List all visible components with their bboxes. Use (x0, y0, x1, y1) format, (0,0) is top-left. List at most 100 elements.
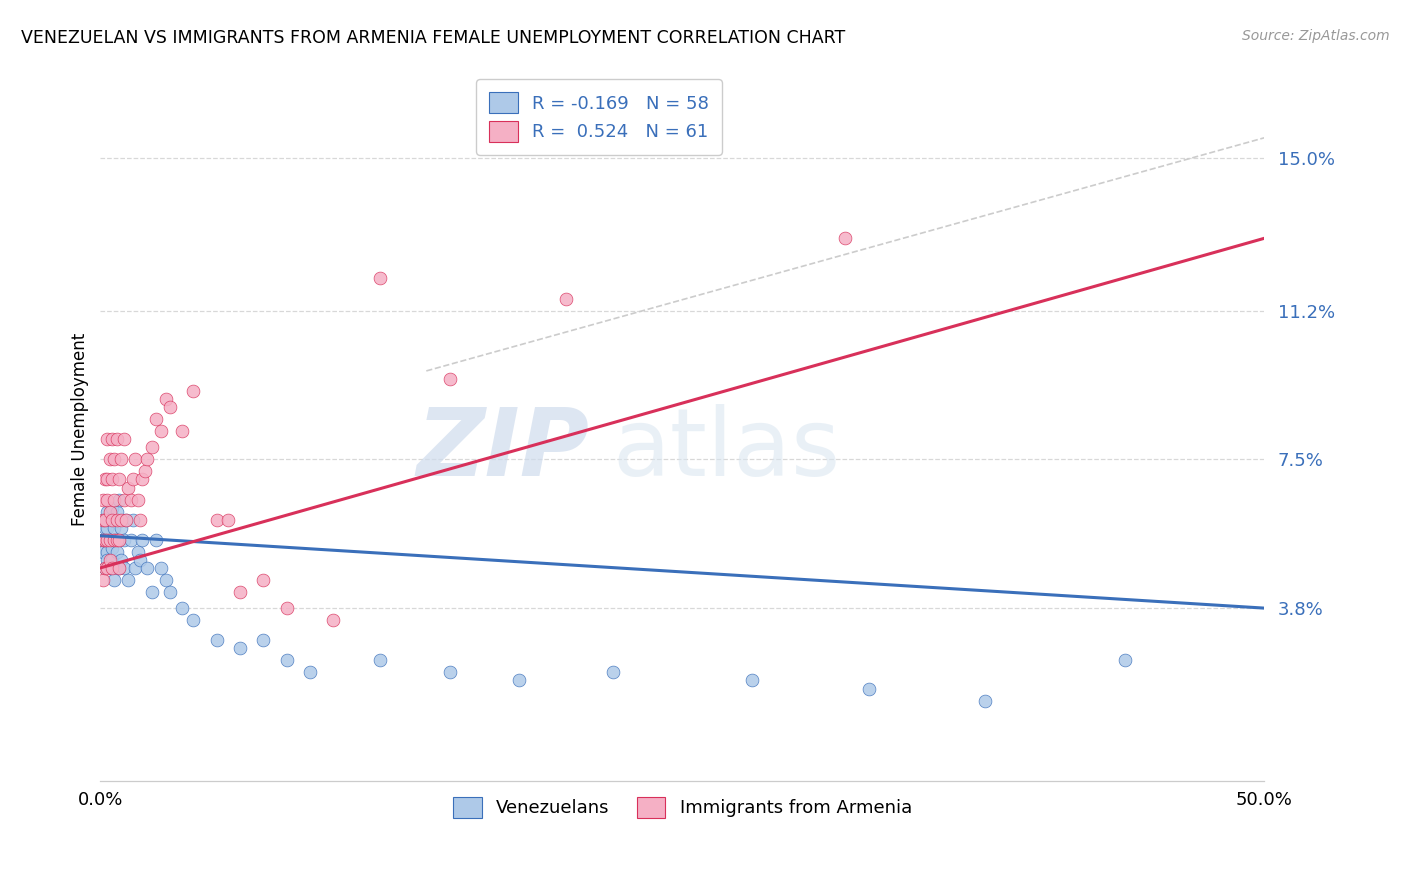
Point (149, 561, 172, 575)
Point (91, 492, 114, 507)
Point (103, 521, 125, 535)
Point (96, 505, 118, 519)
Point (252, 633, 274, 648)
Point (229, 641, 252, 656)
Point (508, 673, 530, 688)
Point (96, 561, 118, 575)
Point (105, 545, 128, 559)
Point (439, 372, 461, 386)
Point (141, 440, 163, 454)
Point (122, 513, 145, 527)
Point (110, 452, 132, 467)
Point (98, 533, 121, 547)
Point (217, 513, 239, 527)
Point (170, 424, 193, 438)
Point (155, 573, 177, 587)
Point (103, 533, 125, 547)
Point (103, 573, 125, 587)
Point (98, 452, 121, 467)
Point (108, 492, 131, 507)
Point (229, 585, 252, 599)
Point (94, 521, 117, 535)
Point (108, 561, 131, 575)
Point (122, 473, 145, 487)
Point (91, 573, 114, 587)
Point (170, 601, 193, 615)
Point (741, 673, 763, 688)
Point (974, 693, 997, 707)
Point (135, 452, 157, 467)
Point (103, 533, 125, 547)
Point (252, 573, 274, 587)
Point (110, 521, 132, 535)
Point (834, 231, 856, 245)
Text: ZIP: ZIP (416, 404, 589, 496)
Point (94, 513, 117, 527)
Point (159, 585, 181, 599)
Text: Source: ZipAtlas.com: Source: ZipAtlas.com (1241, 29, 1389, 43)
Point (127, 545, 149, 559)
Point (131, 473, 153, 487)
Point (276, 601, 298, 615)
Point (105, 533, 128, 547)
Point (368, 271, 391, 285)
Point (98, 505, 121, 519)
Point (108, 561, 131, 575)
Point (115, 513, 138, 527)
Point (276, 653, 298, 667)
Point (98, 533, 121, 547)
Point (96, 553, 118, 567)
Point (101, 513, 124, 527)
Text: VENEZUELAN VS IMMIGRANTS FROM ARMENIA FEMALE UNEMPLOYMENT CORRELATION CHART: VENEZUELAN VS IMMIGRANTS FROM ARMENIA FE… (21, 29, 845, 46)
Point (105, 505, 128, 519)
Point (98, 553, 121, 567)
Point (94, 473, 117, 487)
Point (91, 533, 114, 547)
Point (105, 513, 128, 527)
Text: atlas: atlas (613, 404, 841, 496)
Point (298, 665, 321, 680)
Point (129, 513, 152, 527)
Point (368, 653, 391, 667)
Point (124, 561, 146, 575)
Point (112, 432, 135, 446)
Point (103, 492, 125, 507)
Point (145, 412, 167, 426)
Point (108, 473, 131, 487)
Point (98, 561, 121, 575)
Point (105, 432, 128, 446)
Point (858, 681, 880, 696)
Point (120, 533, 142, 547)
Point (103, 452, 125, 467)
Point (117, 481, 139, 495)
Point (117, 573, 139, 587)
Point (439, 665, 461, 680)
Point (91, 513, 114, 527)
Point (91, 533, 114, 547)
Legend: Venezuelans, Immigrants from Armenia: Venezuelans, Immigrants from Armenia (446, 789, 920, 825)
Point (159, 400, 181, 414)
Point (101, 500, 124, 515)
Point (105, 533, 128, 547)
Point (131, 533, 153, 547)
Point (127, 492, 149, 507)
Point (134, 465, 156, 479)
Point (96, 521, 118, 535)
Point (91, 545, 114, 559)
Point (115, 513, 138, 527)
Point (96, 473, 118, 487)
Point (602, 665, 624, 680)
Point (98, 513, 121, 527)
Point (205, 513, 228, 527)
Point (94, 561, 117, 575)
Point (124, 452, 146, 467)
Point (96, 545, 118, 559)
Point (120, 492, 142, 507)
Point (112, 561, 135, 575)
Point (91, 513, 114, 527)
Point (110, 513, 132, 527)
Point (101, 541, 124, 555)
Point (135, 561, 157, 575)
Point (110, 553, 132, 567)
Point (96, 492, 118, 507)
